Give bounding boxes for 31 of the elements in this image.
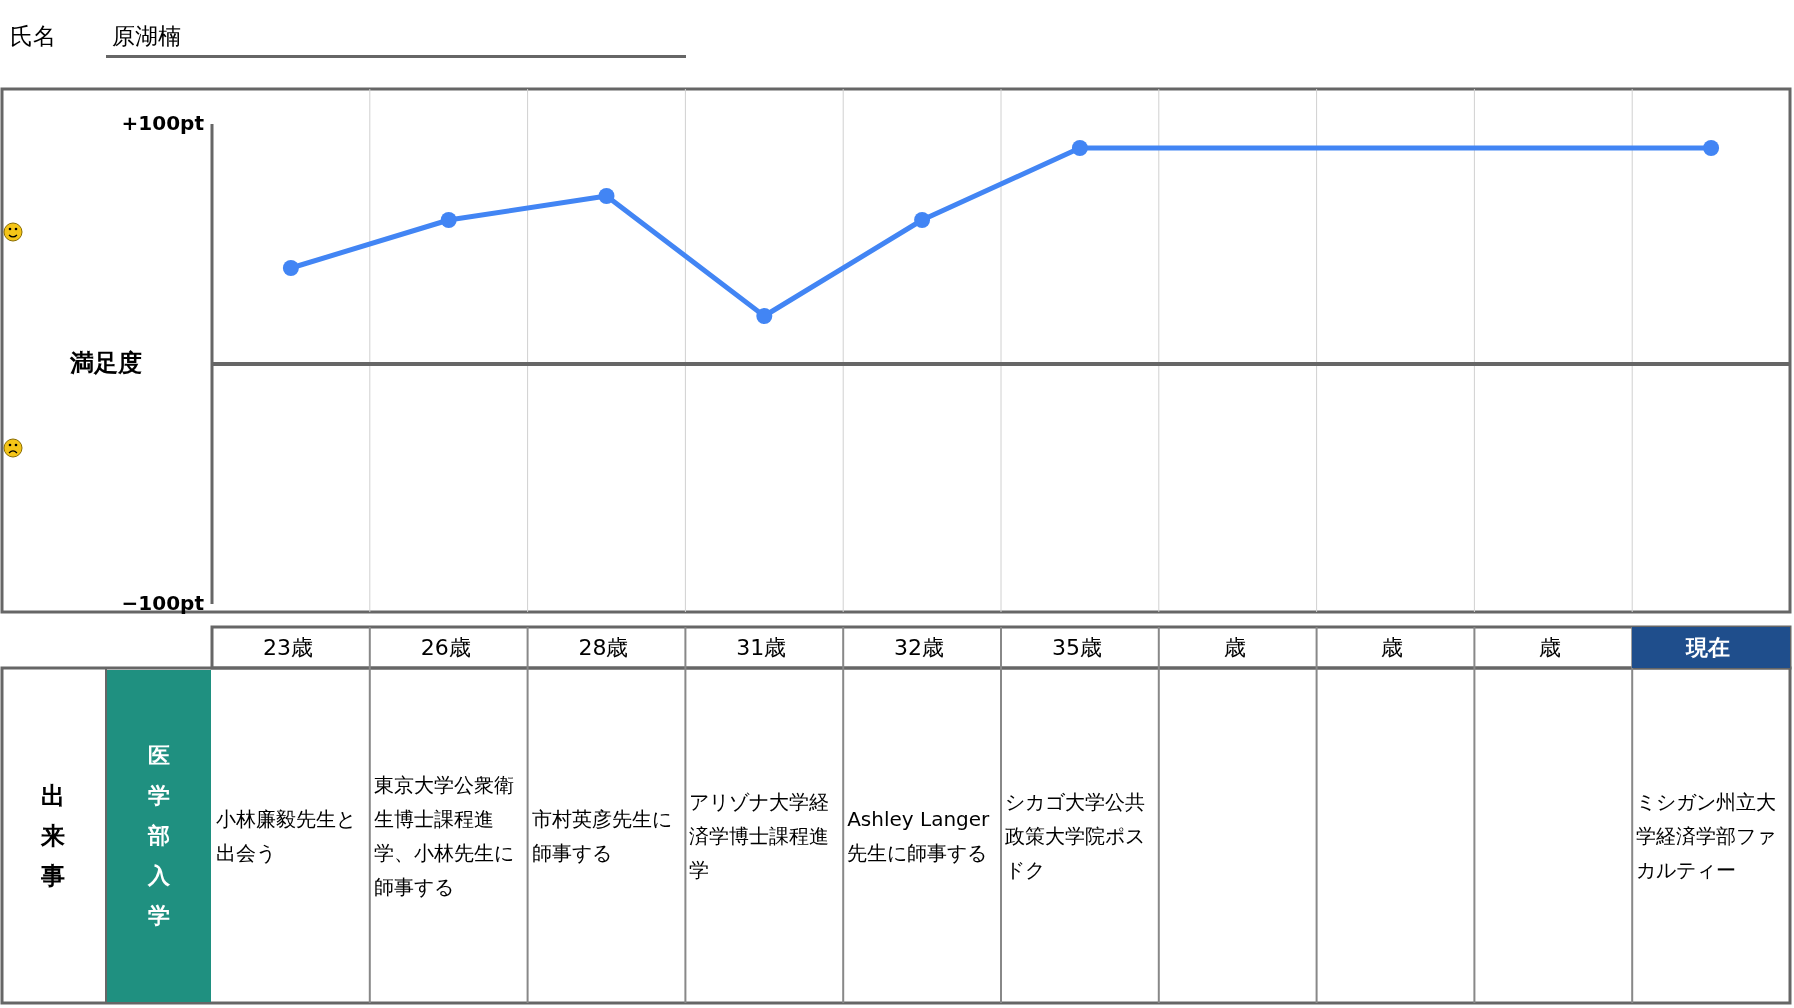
y-axis-title: 満足度 (69, 349, 142, 377)
x-tick-label: 歳 (1380, 634, 1405, 662)
text: 東京大学公衆衛生博士課程進学、小林先生に師事する (373, 771, 515, 901)
text: 小林廉毅先生と出会う (216, 805, 357, 867)
point (282, 260, 299, 276)
point (1703, 140, 1720, 156)
x-tick-label: 歳 (1538, 634, 1563, 662)
x-tick-label: 23歳 (261, 634, 314, 662)
y-tick-label: +100pt (121, 110, 205, 135)
point (440, 212, 457, 228)
x-tick-label: 35歳 (1050, 634, 1103, 662)
point (598, 188, 615, 204)
point (1071, 140, 1088, 156)
text: 原湖楠 (106, 14, 686, 58)
text: アリゾナ大学経済学博士課程進学 (689, 788, 831, 884)
text: ミシガン州立大学経済学部ファカルティー (1636, 788, 1778, 884)
text: 医学部入学 (146, 741, 171, 930)
text: シカゴ大学公共政策大学院ポスドク (1005, 788, 1146, 884)
x-tick-label: 32歳 (893, 634, 946, 662)
x-tick-label: 歳 (1222, 634, 1247, 662)
y-tick-label: −100pt (121, 590, 205, 615)
text: 出来事 (40, 780, 66, 892)
x-tick-label: 28歳 (577, 634, 630, 662)
point (914, 212, 931, 228)
x-tick-label: 26歳 (419, 634, 472, 662)
point (756, 308, 773, 324)
text: 市村英彦先生に師事する (531, 805, 673, 867)
x-tick-label: 現在 (1632, 627, 1790, 668)
text: Ashley Langer先生に師事する (847, 805, 991, 867)
text: 氏名 (9, 22, 57, 51)
x-tick-label: 31歳 (735, 634, 788, 662)
